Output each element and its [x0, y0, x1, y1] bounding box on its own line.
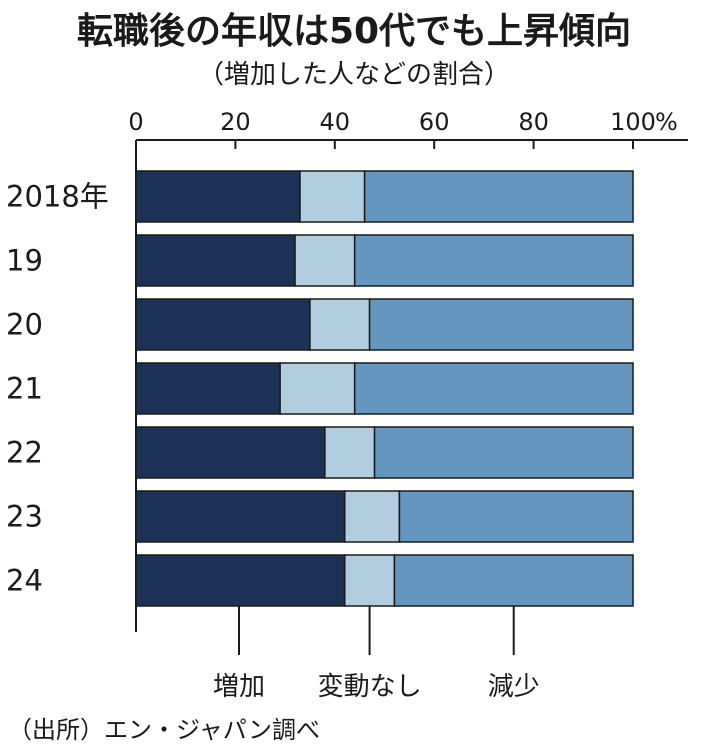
bar-segment-decrease [368, 298, 634, 351]
chart-title: 転職後の年収は50代でも上昇傾向 [76, 11, 632, 52]
bar-segment-increase [135, 362, 281, 415]
category-label: 20 [6, 308, 43, 342]
legend-label-no-change: 変動なし [318, 672, 422, 702]
legend-label-increase: 増加 [213, 672, 265, 702]
bar-segment-decrease [353, 234, 634, 287]
legend-label-decrease: 減少 [488, 672, 540, 702]
source-note: （出所）エン・ジャパン調べ [8, 716, 320, 744]
x-tick-label: 60 [419, 108, 450, 136]
bar-segment-increase [135, 170, 301, 223]
x-axis-unit: % [655, 108, 678, 136]
category-label: 19 [6, 244, 43, 278]
chart-subtitle: （増加した人などの割合） [197, 60, 510, 90]
bar-segment-increase [135, 554, 346, 607]
bar-segment-increase [135, 298, 311, 351]
bar-segment-decrease [398, 490, 634, 543]
x-tick-label: 0 [128, 108, 143, 136]
bar-segment-no-change [309, 298, 371, 351]
bar-segment-decrease [353, 362, 634, 415]
category-label: 21 [6, 372, 43, 406]
category-label: 23 [6, 500, 43, 534]
bar-segment-no-change [343, 490, 401, 543]
x-tick-label: 100 [610, 108, 656, 136]
x-tick-label: 20 [220, 108, 251, 136]
bar-segment-decrease [393, 554, 634, 607]
bar-segment-increase [135, 234, 296, 287]
bar-segment-increase [135, 490, 346, 543]
bar-segment-no-change [294, 234, 356, 287]
category-label: 22 [6, 436, 43, 470]
bar-segment-no-change [324, 426, 376, 479]
bar-segment-decrease [373, 426, 634, 479]
x-tick-label: 80 [518, 108, 549, 136]
category-label: 24 [6, 564, 43, 598]
bar-segment-no-change [279, 362, 356, 415]
bar-segment-no-change [343, 554, 396, 607]
bar-segment-increase [135, 426, 326, 479]
category-label: 2018年 [6, 180, 109, 214]
bar-segment-decrease [363, 170, 634, 223]
x-tick-label: 40 [320, 108, 351, 136]
bar-segment-no-change [299, 170, 366, 223]
